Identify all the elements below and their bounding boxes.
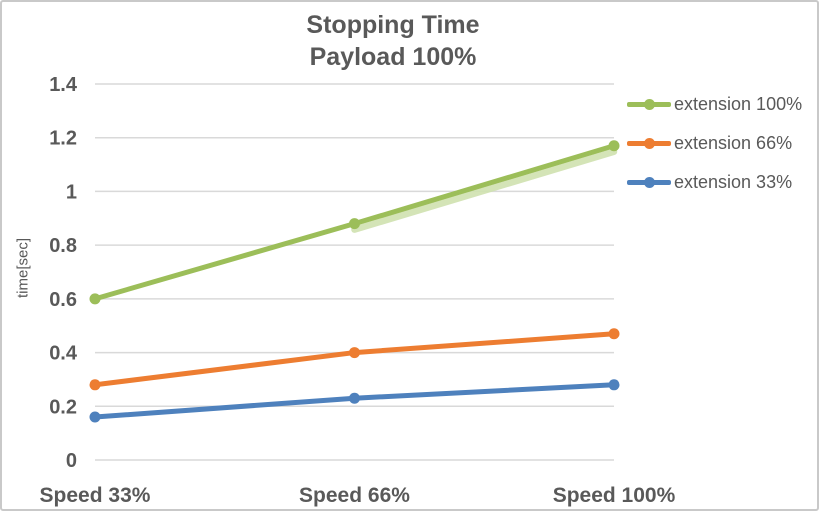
x-category-label: Speed 100% (553, 484, 676, 507)
data-point-marker[interactable] (608, 379, 620, 391)
legend-item-extension-66-[interactable]: extension 66% (627, 130, 802, 156)
data-point-marker[interactable] (349, 392, 360, 404)
legend-label: extension 33% (674, 171, 793, 192)
data-point-marker[interactable] (89, 411, 101, 423)
legend-line-marker-icon (627, 137, 671, 149)
x-category-label: Speed 66% (299, 484, 410, 507)
legend-item-extension-33-[interactable]: extension 33% (627, 169, 802, 195)
y-tick-label: 0.8 (49, 235, 77, 257)
legend-item-extension-100-[interactable]: extension 100% (627, 91, 802, 117)
data-point-marker[interactable] (608, 140, 620, 152)
data-point-marker[interactable] (89, 379, 101, 391)
legend-dot (643, 137, 655, 149)
y-tick-label: 0.6 (49, 289, 77, 311)
chart-title-line2: Payload 100% (309, 43, 477, 71)
y-tick-label: 1.4 (49, 74, 78, 96)
legend-line-marker-icon (627, 176, 671, 188)
legend-dot (643, 176, 655, 188)
legend-line-marker-icon (627, 98, 671, 110)
series-line-extension-66-[interactable] (92, 331, 617, 388)
y-tick-label: 0.2 (49, 396, 77, 418)
y-tick-label: 0 (66, 450, 77, 472)
y-axis-title: time[sec] (14, 237, 32, 299)
y-tick-label: 1.2 (49, 128, 77, 150)
y-tick-label: 1 (66, 181, 77, 203)
legend-dot (643, 98, 655, 110)
series-shadow (351, 148, 618, 233)
data-point-marker[interactable] (89, 293, 101, 305)
legend-label: extension 100% (674, 93, 803, 114)
chart-title: Stopping Time Payload 100% (2, 9, 784, 73)
x-category-label: Speed 33% (40, 484, 151, 507)
data-point-marker[interactable] (349, 218, 360, 230)
data-point-marker[interactable] (349, 347, 360, 359)
chart-title-line1: Stopping Time (306, 11, 480, 39)
y-tick-label: 0.4 (49, 343, 78, 365)
legend: extension 100% extension 66% extension 33% (627, 91, 802, 208)
legend-label: extension 66% (674, 132, 793, 153)
data-point-marker[interactable] (608, 328, 620, 340)
